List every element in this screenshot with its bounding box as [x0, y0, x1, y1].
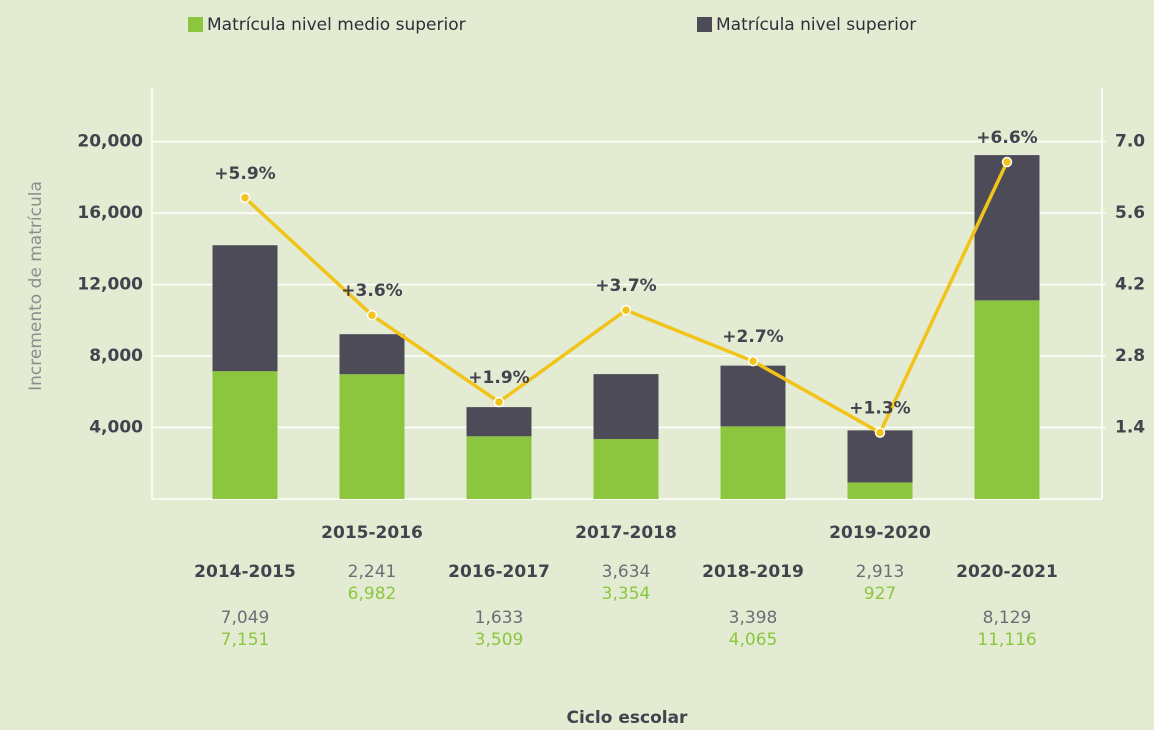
- data-label: 11,116: [977, 630, 1036, 650]
- line-label: +1.9%: [468, 368, 529, 388]
- bar-segment: [974, 155, 1040, 301]
- y-tick-label: 4,000: [89, 418, 143, 438]
- bar-segment: [466, 407, 532, 437]
- x-axis-title: Ciclo escolar: [567, 708, 689, 728]
- legend-swatch: [188, 17, 203, 32]
- x-tick-label: 2018-2019: [702, 562, 804, 582]
- data-label: 8,129: [983, 608, 1032, 628]
- x-tick-label: 2015-2016: [321, 523, 423, 543]
- line-label: +3.6%: [341, 281, 402, 301]
- line-label: +5.9%: [214, 164, 275, 184]
- line-point: [493, 396, 505, 408]
- y2-tick-label: 5.6: [1115, 203, 1145, 223]
- data-label: 3,509: [475, 630, 524, 650]
- line-label: +6.6%: [976, 128, 1037, 148]
- y-tick-label: 16,000: [77, 203, 143, 223]
- data-label: 7,049: [221, 608, 270, 628]
- bar-segment: [847, 430, 913, 483]
- bar-segment: [720, 426, 786, 499]
- line-label: +3.7%: [595, 276, 656, 296]
- data-label: 4,065: [729, 630, 778, 650]
- bar-segment: [339, 374, 405, 499]
- data-label: 2,913: [856, 562, 905, 582]
- line-point: [239, 192, 251, 204]
- y2-tick-label: 7.0: [1115, 132, 1145, 152]
- data-label: 3,354: [602, 584, 651, 604]
- bar-segment: [974, 300, 1040, 499]
- x-tick-label: 2016-2017: [448, 562, 550, 582]
- bar-segment: [593, 374, 659, 440]
- x-tick-label: 2014-2015: [194, 562, 296, 582]
- data-label: 3,634: [602, 562, 651, 582]
- line-point: [366, 309, 378, 321]
- y2-tick-label: 4.2: [1115, 275, 1145, 295]
- bar-segment: [720, 365, 786, 427]
- bar-segment: [212, 371, 278, 499]
- data-label: 927: [864, 584, 896, 604]
- bar-segment: [466, 436, 532, 499]
- bar-segment: [593, 439, 659, 499]
- y-tick-label: 12,000: [77, 275, 143, 295]
- bar-segment: [847, 482, 913, 499]
- line-point: [620, 304, 632, 316]
- y-axis-title: Incremento de matrícula: [26, 181, 46, 391]
- legend-label: Matrícula nivel superior: [716, 15, 916, 35]
- data-label: 2,241: [348, 562, 397, 582]
- data-label: 1,633: [475, 608, 524, 628]
- y-tick-label: 20,000: [77, 132, 143, 152]
- line-point: [747, 355, 759, 367]
- bar-segment: [339, 334, 405, 375]
- x-tick-label: 2017-2018: [575, 523, 677, 543]
- line-label: +2.7%: [722, 327, 783, 347]
- y2-tick-label: 1.4: [1115, 418, 1145, 438]
- x-tick-label: 2019-2020: [829, 523, 931, 543]
- line-point: [874, 427, 886, 438]
- x-tick-label: 2020-2021: [956, 562, 1058, 582]
- line-point: [1001, 156, 1013, 168]
- data-label: 3,398: [729, 608, 778, 628]
- y-tick-label: 8,000: [89, 346, 143, 366]
- data-label: 6,982: [348, 584, 397, 604]
- line-label: +1.3%: [849, 399, 910, 419]
- legend-label: Matrícula nivel medio superior: [207, 15, 466, 35]
- data-label: 7,151: [221, 630, 270, 650]
- y2-tick-label: 2.8: [1115, 346, 1145, 366]
- bar-segment: [212, 245, 278, 372]
- legend-swatch: [697, 17, 712, 32]
